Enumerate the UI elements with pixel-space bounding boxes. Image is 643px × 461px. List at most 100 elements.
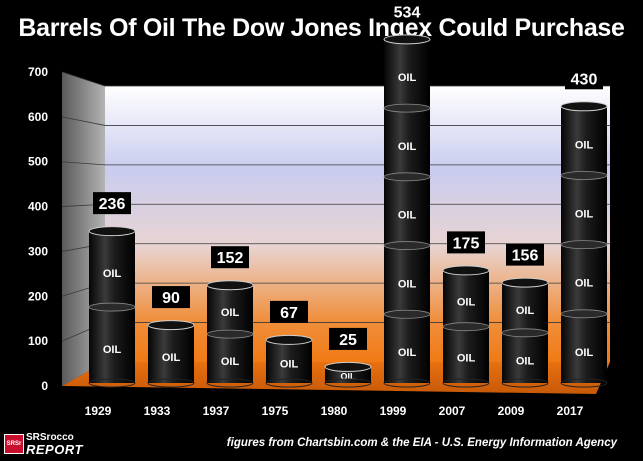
barrel-top xyxy=(442,265,490,276)
barrel-label: OIL xyxy=(398,347,417,359)
logo-bottom-text: REPORT xyxy=(26,442,83,457)
value-label: 156 xyxy=(512,248,539,265)
bar-2007: OIL OIL 175 xyxy=(442,231,490,388)
barrel-base xyxy=(560,378,608,388)
barrel-label: OIL xyxy=(221,307,240,319)
barrel-top xyxy=(501,277,549,288)
barrel-base xyxy=(501,378,549,388)
x-tick-label: 2007 xyxy=(439,404,466,418)
value-box xyxy=(506,243,544,266)
bar-2017: OIL OIL OIL OIL 430 xyxy=(560,67,608,388)
bar-2009: OIL OIL 156 xyxy=(501,243,549,388)
barrel-label: OIL xyxy=(398,278,417,290)
barrel-ring xyxy=(442,322,490,332)
barrel-ring xyxy=(560,309,608,319)
value-label: 534 xyxy=(394,4,421,21)
barrel-top xyxy=(147,320,195,331)
value-label: 90 xyxy=(162,290,180,307)
value-label: 175 xyxy=(453,235,480,252)
barrel-label: OIL xyxy=(457,296,476,308)
barrel-label: OIL xyxy=(457,353,476,365)
barrel-ring xyxy=(383,103,431,113)
x-tick-label: 2017 xyxy=(557,404,584,418)
source-note: figures from Chartsbin.com & the EIA - U… xyxy=(226,437,617,449)
barrel-label: OIL xyxy=(516,355,535,367)
x-axis: 1929 1933 1937 1975 1980 1999 2007 2009 2017 xyxy=(85,404,584,418)
gridline-side xyxy=(61,161,106,166)
barrel-ring xyxy=(560,171,608,180)
y-tick-label: 700 xyxy=(28,65,48,79)
x-tick-label: 1999 xyxy=(380,404,407,418)
y-tick-label: 300 xyxy=(28,244,48,258)
x-tick-label: 1975 xyxy=(262,404,289,418)
value-label: 236 xyxy=(99,196,126,213)
value-box xyxy=(388,0,426,23)
barrel-top xyxy=(206,280,254,291)
value-box xyxy=(329,327,367,350)
bar-1975: OIL 67 xyxy=(265,300,313,388)
value-box xyxy=(93,192,131,215)
bar-1929: OIL OIL 236 xyxy=(88,192,136,388)
barrel-base xyxy=(383,378,431,388)
barrel-ring xyxy=(501,328,549,338)
value-label: 430 xyxy=(571,71,598,88)
gridline-side xyxy=(61,116,106,126)
barrel-label: OIL xyxy=(575,347,594,359)
x-tick-label: 1929 xyxy=(85,404,112,418)
barrel-top xyxy=(265,334,313,345)
y-axis: 0 100 200 300 400 500 600 700 xyxy=(28,65,48,393)
y-tick-label: 600 xyxy=(28,110,48,124)
x-tick-label: 1937 xyxy=(203,404,230,418)
barrel-label: OIL xyxy=(221,356,240,368)
x-tick-label: 1933 xyxy=(144,404,171,418)
barrel-top xyxy=(383,34,431,45)
barrel-top xyxy=(88,226,136,237)
y-tick-label: 400 xyxy=(28,200,48,214)
y-tick-label: 500 xyxy=(28,155,48,169)
barrel-ring xyxy=(560,240,608,250)
barrel-base xyxy=(265,378,313,388)
barrel-top xyxy=(324,361,372,372)
bar-1980: OIL 25 xyxy=(324,327,372,388)
value-box xyxy=(565,67,603,90)
value-box xyxy=(270,300,308,323)
y-tick-label: 200 xyxy=(28,289,48,303)
barrel-base xyxy=(324,378,372,388)
logo-badge: SRSr xyxy=(4,434,24,454)
barrel-label: OIL xyxy=(398,210,417,222)
barrel-ring xyxy=(383,309,431,319)
barrel-label: OIL xyxy=(398,72,417,84)
barrel-ring xyxy=(383,241,431,250)
x-tick-label: 1980 xyxy=(321,404,348,418)
barrel-label: OIL xyxy=(103,268,122,280)
bar-1999: OIL OIL OIL OIL OIL 534 xyxy=(383,0,431,388)
barrel-label: OIL xyxy=(575,278,594,290)
y-tick-label: 100 xyxy=(28,334,48,348)
barrel-label: OIL xyxy=(103,344,122,356)
barrel-base xyxy=(88,378,136,388)
value-label: 25 xyxy=(339,332,357,349)
bar xyxy=(266,339,312,383)
barrel-ring xyxy=(88,302,136,312)
barrel-label: OIL xyxy=(341,372,357,382)
gridline-side xyxy=(61,71,106,87)
logo-top-text: SRSrocco xyxy=(26,432,74,443)
barrel-label: OIL xyxy=(575,139,594,151)
bar xyxy=(148,325,194,383)
barrel-ring xyxy=(206,329,254,339)
barrel-base xyxy=(442,378,490,388)
value-box xyxy=(447,231,485,254)
y-tick-label: 0 xyxy=(41,379,48,393)
value-box xyxy=(211,246,249,269)
value-box xyxy=(152,286,190,309)
barrel-label: OIL xyxy=(516,305,535,317)
barrel-base xyxy=(147,378,195,388)
barrel-label: OIL xyxy=(575,209,594,221)
barrel-top xyxy=(560,101,608,112)
value-label: 67 xyxy=(280,305,298,322)
srsrocco-logo: SRSr SRSrocco REPORT xyxy=(4,432,144,458)
bar xyxy=(384,39,430,383)
barrel-label: OIL xyxy=(162,352,181,364)
bars: OILOIL236OIL90OILOIL152OIL67OIL25OILOILO… xyxy=(88,0,608,388)
